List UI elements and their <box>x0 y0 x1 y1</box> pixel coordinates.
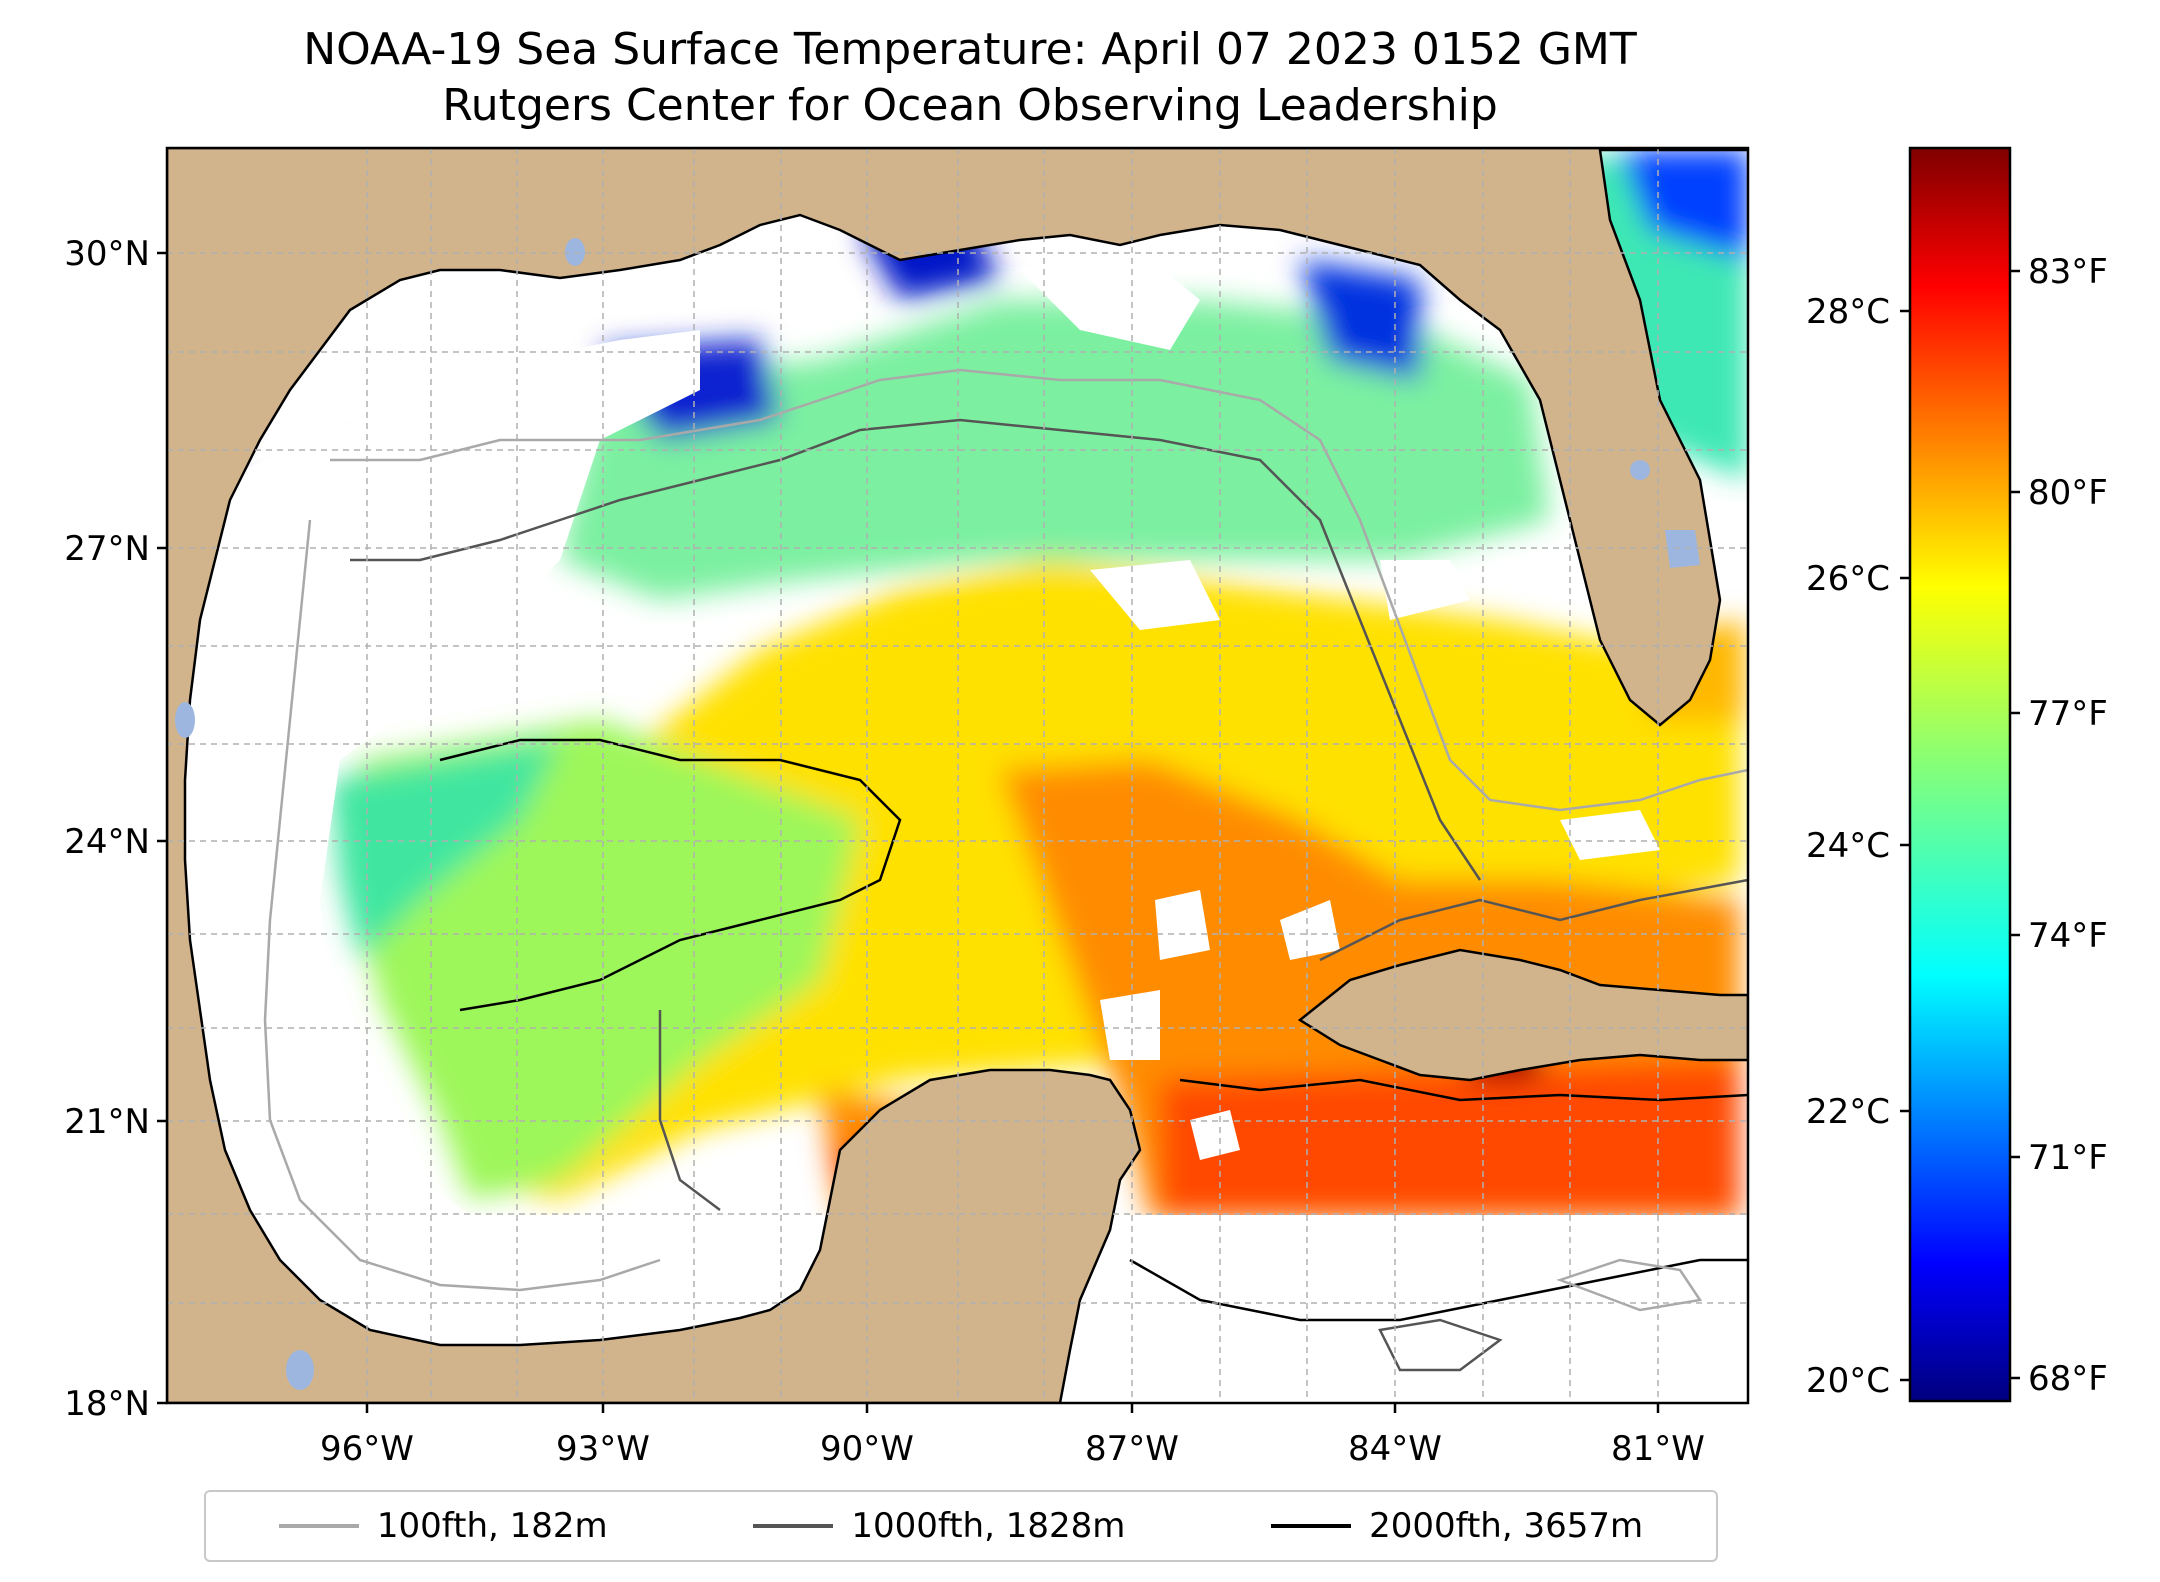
fahrenheit-tick-label: 77°F <box>2028 694 2108 734</box>
contour-legend: 100fth, 182m 1000fth, 1828m 2000fth, 365… <box>204 1490 1718 1562</box>
lat-tick-label: 27°N <box>64 529 150 569</box>
fahrenheit-tick-label: 68°F <box>2028 1359 2108 1399</box>
lon-tick-label: 87°W <box>1085 1429 1179 1469</box>
fahrenheit-tick-label: 80°F <box>2028 473 2108 513</box>
title-line-2: Rutgers Center for Ocean Observing Leade… <box>442 80 1498 131</box>
fahrenheit-tick-label: 83°F <box>2028 252 2108 292</box>
celsius-tick-label: 26°C <box>1806 559 1890 599</box>
inland-water <box>175 238 1650 1390</box>
legend-label: 1000fth, 1828m <box>851 1506 1126 1546</box>
lat-tick-label: 24°N <box>64 822 150 862</box>
lat-tick-label: 21°N <box>64 1102 150 1142</box>
lon-tick-label: 96°W <box>320 1429 414 1469</box>
map-frame <box>165 146 1750 1405</box>
legend-line-swatch <box>753 1524 834 1528</box>
lon-tick-label: 84°W <box>1348 1429 1442 1469</box>
legend-label: 100fth, 182m <box>376 1506 608 1546</box>
celsius-tick-label: 20°C <box>1806 1361 1890 1401</box>
cloud-mask <box>180 250 1660 1215</box>
legend-label: 2000fth, 3657m <box>1369 1506 1644 1546</box>
legend-item-100fth: 100fth, 182m <box>278 1506 608 1546</box>
chart-title: NOAA-19 Sea Surface Temperature: April 0… <box>0 22 1940 134</box>
lon-tick-label: 93°W <box>556 1429 650 1469</box>
lat-tick-label: 30°N <box>64 234 150 274</box>
fahrenheit-tick-label: 71°F <box>2028 1138 2108 1178</box>
legend-line-swatch <box>278 1524 359 1528</box>
celsius-tick-label: 22°C <box>1806 1092 1890 1132</box>
celsius-tick-label: 24°C <box>1806 826 1890 866</box>
colorbar-fahrenheit-ticks <box>2010 269 2020 1380</box>
graticule <box>167 148 1748 1403</box>
lon-tick-label: 90°W <box>820 1429 914 1469</box>
colorbar <box>1908 146 2012 1403</box>
celsius-tick-label: 28°C <box>1806 292 1890 332</box>
map-area <box>167 148 1748 1403</box>
title-line-1: NOAA-19 Sea Surface Temperature: April 0… <box>303 24 1637 75</box>
lat-tick-label: 18°N <box>64 1384 150 1424</box>
legend-item-1000fth: 1000fth, 1828m <box>753 1506 1125 1546</box>
legend-line-swatch <box>1271 1524 1352 1528</box>
lat-axis <box>157 251 167 1405</box>
lon-axis <box>365 1403 1660 1413</box>
colorbar-celsius-ticks <box>1900 309 1910 1382</box>
lon-tick-label: 81°W <box>1611 1429 1705 1469</box>
fahrenheit-tick-label: 74°F <box>2028 916 2108 956</box>
legend-item-2000fth: 2000fth, 3657m <box>1271 1506 1643 1546</box>
